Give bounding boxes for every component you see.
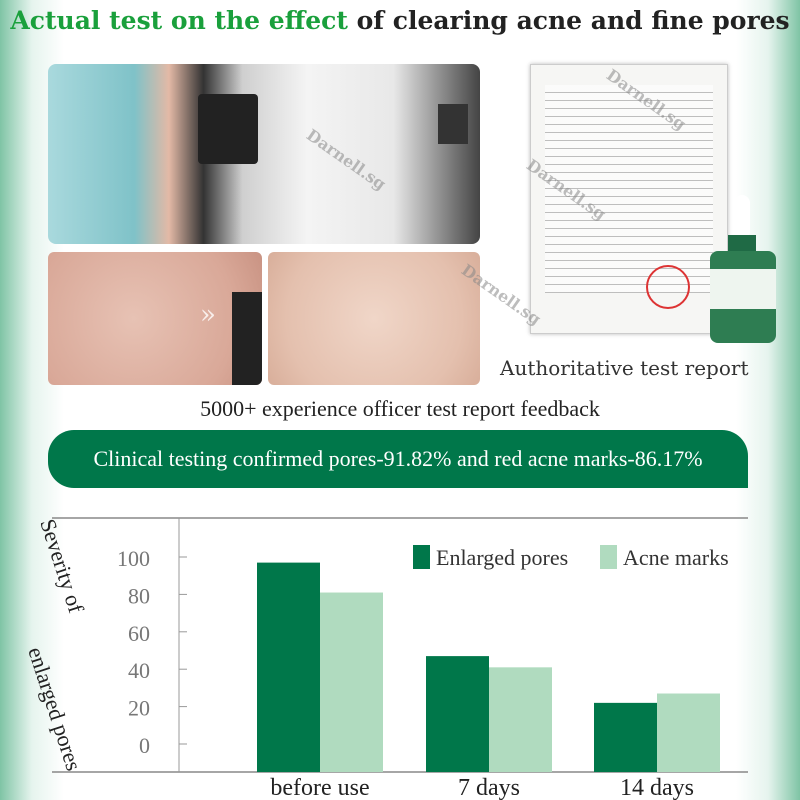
y-axis-label: enlarged pores (23, 644, 86, 774)
clinical-result-banner: Clinical testing confirmed pores-91.82% … (48, 430, 748, 488)
after-skin-photo (268, 252, 480, 385)
bar-chart: 100 80 60 40 20 0 before use 7 days 14 days Enl… (23, 516, 748, 800)
before-skin-photo (48, 252, 262, 385)
y-tick-label: 0 (139, 733, 150, 758)
bar-enlarged-pores (257, 562, 320, 772)
chevron-right-icon: » (200, 300, 216, 330)
bar-acne-marks (489, 667, 552, 772)
y-axis-label: Severity of (35, 516, 89, 617)
bar-enlarged-pores (426, 656, 489, 772)
x-category-label: 14 days (620, 775, 694, 800)
legend-label: Enlarged pores (436, 545, 568, 570)
y-tick-label: 60 (128, 621, 150, 646)
page-title: Actual test on the effect of clearing ac… (10, 6, 790, 35)
y-tick-label: 80 (128, 583, 150, 608)
serum-bottle-image (702, 195, 788, 345)
bar-enlarged-pores (594, 702, 657, 772)
certificate-caption: Authoritative test report (500, 356, 749, 380)
legend-swatch (600, 545, 617, 569)
x-category-label: before use (270, 775, 369, 800)
y-tick-label: 20 (128, 696, 150, 721)
banner-text: Clinical testing confirmed pores-91.82% … (93, 446, 703, 471)
skin-analyzer-photo (48, 64, 480, 244)
seal-icon (646, 265, 690, 309)
legend-swatch (413, 545, 430, 569)
bar-acne-marks (657, 693, 720, 772)
test-report-certificate (530, 64, 728, 334)
y-tick-label: 40 (128, 658, 150, 683)
y-tick-label: 100 (117, 546, 150, 571)
feedback-caption: 5000+ experience officer test report fee… (200, 396, 600, 421)
bar-acne-marks (320, 592, 383, 772)
legend-label: Acne marks (623, 545, 729, 570)
x-category-label: 7 days (458, 775, 520, 800)
